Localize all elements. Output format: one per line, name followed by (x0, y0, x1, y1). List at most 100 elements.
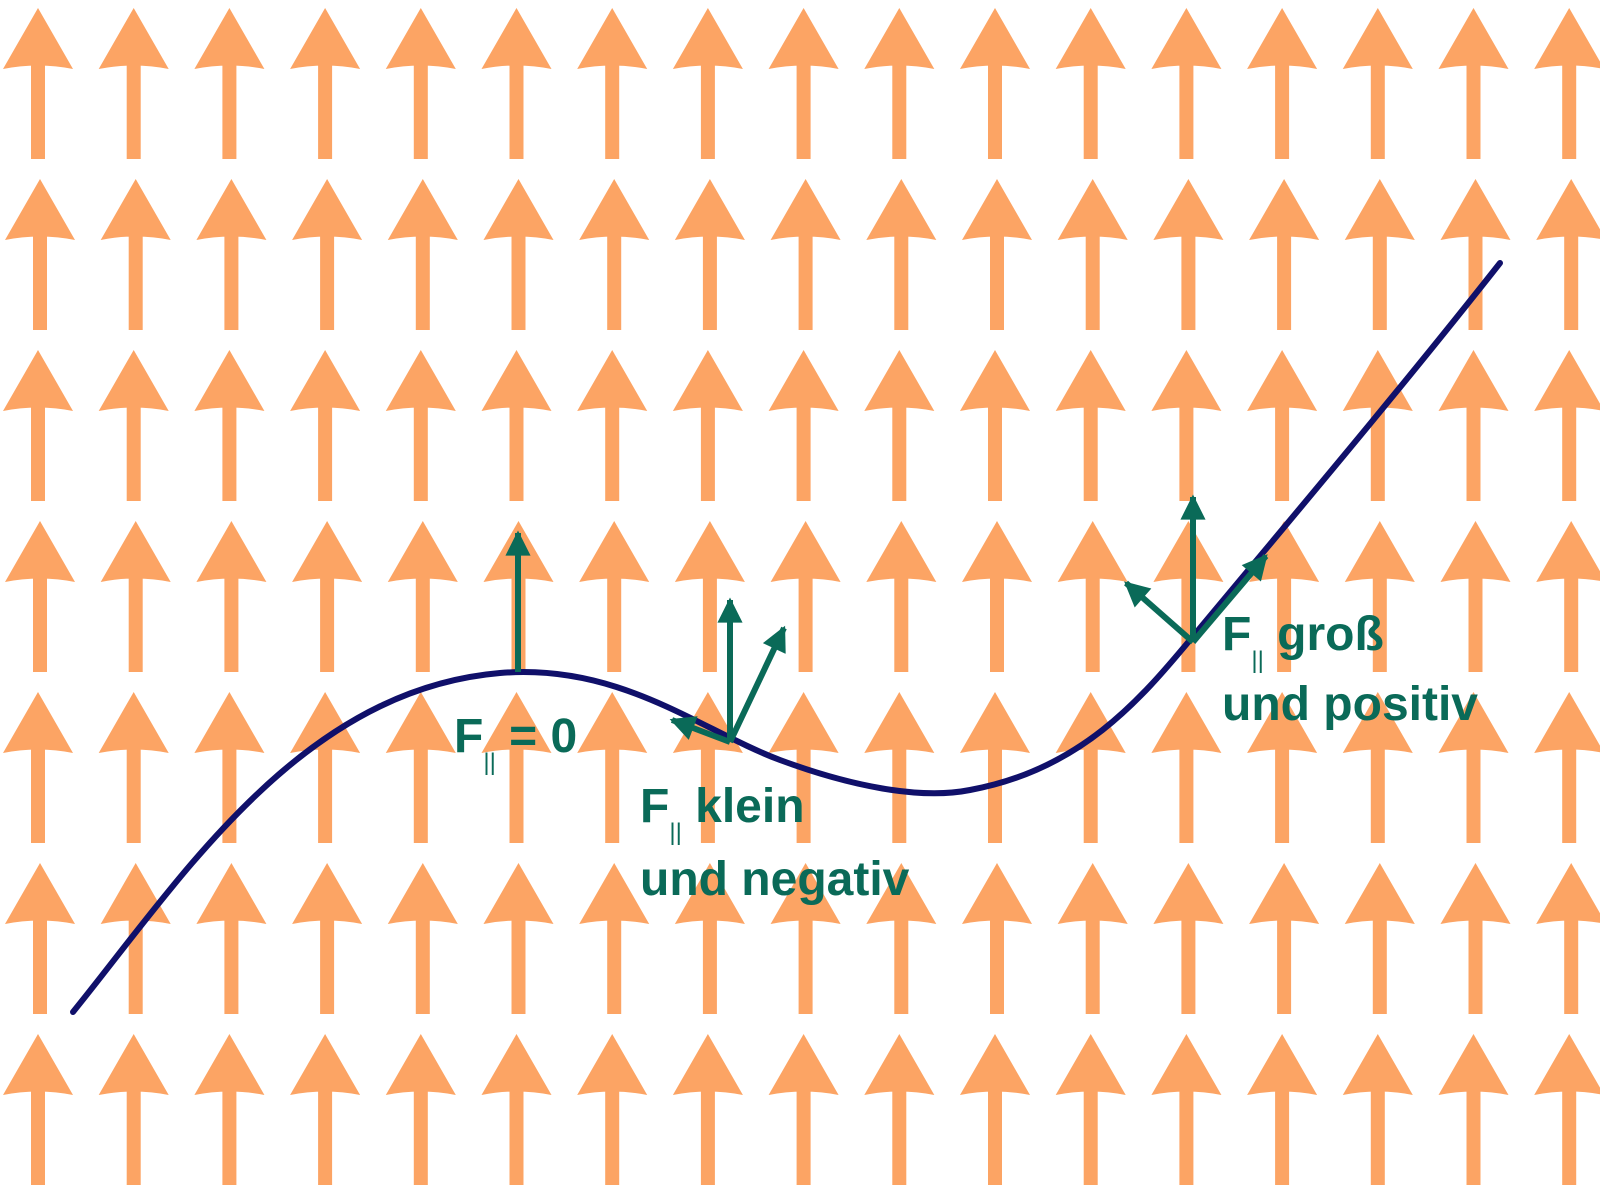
field-arrow-shaft (1085, 919, 1100, 1014)
field-arrow (98, 350, 169, 501)
field-arrow-head (292, 179, 363, 240)
field-arrow-head (1344, 179, 1415, 240)
field-arrow-shaft (511, 235, 526, 330)
field-arrow-head (960, 692, 1030, 753)
label-force-zero: F|| = 0 (454, 710, 577, 776)
field-arrow-shaft (413, 748, 428, 843)
field-arrow-shaft (415, 577, 430, 672)
field-arrow-shaft (1372, 577, 1387, 672)
field-arrow-head (768, 350, 839, 411)
field-arrow-head (1342, 8, 1413, 69)
field-arrow-head (768, 8, 839, 69)
field-arrow (387, 179, 458, 330)
field-arrow-head (98, 350, 169, 411)
field-arrow (481, 8, 552, 159)
field-arrow-shaft (894, 235, 909, 330)
field-arrow-shaft (1179, 1090, 1194, 1185)
field-arrow (1536, 179, 1600, 330)
field-arrow-head (194, 1034, 265, 1095)
field-arrow-shaft (1275, 1090, 1290, 1185)
field-arrow-head (481, 692, 552, 753)
field-arrow-shaft (413, 64, 428, 159)
field-arrow (483, 863, 554, 1014)
field-arrow-shaft (415, 235, 430, 330)
field-arrow (387, 521, 458, 672)
field-arrow-shaft (607, 235, 622, 330)
field-arrow-head (1247, 1034, 1318, 1095)
field-arrow-head (674, 521, 745, 582)
field-arrow (292, 521, 363, 672)
field-arrow-shaft (320, 235, 335, 330)
field-arrow-head (672, 350, 743, 411)
field-arrow-head (768, 692, 839, 753)
field-arrow-head (196, 179, 267, 240)
field-arrow-head (1438, 1034, 1509, 1095)
label-large-sub: || (1251, 647, 1263, 674)
field-arrow-shaft (33, 919, 47, 1014)
field-arrow (768, 350, 839, 501)
field-arrow-shaft (700, 1090, 715, 1185)
field-arrow-head (1249, 179, 1320, 240)
field-arrow-shaft (1083, 406, 1098, 501)
field-arrow (1440, 521, 1511, 672)
field-arrow-head (672, 8, 743, 69)
label-zero-sub: || (483, 749, 495, 776)
field-arrow-shaft (605, 1090, 620, 1185)
field-arrow (1151, 692, 1222, 843)
field-arrow-shaft (1562, 748, 1577, 843)
field-arrow-shaft (128, 235, 143, 330)
field-arrow-head (962, 863, 1032, 924)
label-small-sub: || (669, 819, 681, 846)
field-arrow (962, 179, 1032, 330)
field-arrow (5, 179, 75, 330)
field-arrow-shaft (509, 64, 524, 159)
field-arrow (1438, 350, 1509, 501)
field-arrow-shaft (796, 64, 811, 159)
field-arrow-shaft (894, 577, 909, 672)
field-arrow (1151, 350, 1222, 501)
label-zero-f: F (454, 710, 483, 763)
field-arrow-head (962, 179, 1032, 240)
field-arrow-head (866, 863, 937, 924)
field-arrow-head (672, 1034, 743, 1095)
field-arrow-shaft (1466, 1090, 1481, 1185)
field-arrow (674, 521, 745, 672)
field-arrow-shaft (1085, 235, 1100, 330)
field-arrow (577, 8, 648, 159)
field-arrow-shaft (413, 406, 428, 501)
field-arrow-shaft (1564, 919, 1579, 1014)
field-arrow-head (866, 179, 937, 240)
field-arrow (1151, 1034, 1222, 1185)
field-arrow-shaft (1277, 235, 1292, 330)
field-arrow (5, 521, 75, 672)
field-arrow (1055, 1034, 1126, 1185)
field-arrow-head (1438, 350, 1509, 411)
field-arrow (1440, 179, 1511, 330)
field-arrow (1342, 8, 1413, 159)
field-arrow-shaft (509, 406, 524, 501)
field-arrow (98, 8, 169, 159)
field-arrow (3, 1034, 73, 1185)
field-arrow-head (577, 1034, 648, 1095)
field-arrow-head (481, 8, 552, 69)
field-arrow-head (579, 179, 650, 240)
field-arrow (5, 863, 75, 1014)
field-arrow-shaft (1181, 919, 1196, 1014)
field-arrow-head (385, 350, 456, 411)
label-force-small-line2: und negativ (640, 853, 910, 906)
field-arrow-shaft (509, 1090, 524, 1185)
field-arrow-shaft (126, 406, 141, 501)
field-arrow (577, 692, 648, 843)
field-arrow (1153, 521, 1224, 672)
field-arrow-shaft (511, 919, 526, 1014)
field-arrow (1057, 521, 1128, 672)
field-arrow-shaft (1179, 64, 1194, 159)
field-arrow (194, 1034, 265, 1185)
field-arrow-head (577, 8, 648, 69)
field-arrow-shaft (796, 1090, 811, 1185)
field-arrow (194, 8, 265, 159)
field-arrow-head (483, 179, 554, 240)
field-arrow (768, 8, 839, 159)
field-arrow (194, 350, 265, 501)
field-arrow (1247, 350, 1318, 501)
